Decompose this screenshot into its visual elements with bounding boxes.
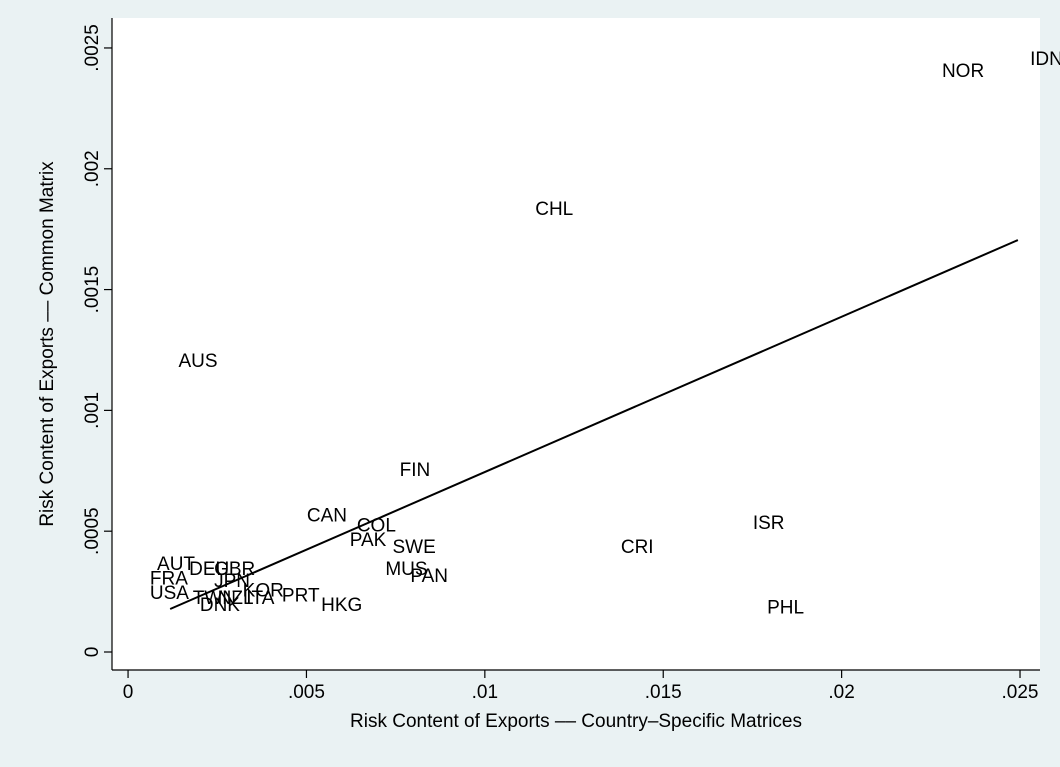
point-label: PAK [350, 530, 387, 551]
point-label: CAN [307, 506, 347, 527]
y-tick-label: .002 [82, 150, 103, 187]
x-tick-label: .015 [645, 682, 682, 703]
x-tick-label: 0 [123, 682, 134, 703]
point-label: DNK [200, 595, 240, 616]
point-label: ITA [246, 588, 274, 609]
point-label: PHL [767, 598, 804, 619]
point-label: USA [150, 583, 189, 604]
y-tick-label: .0005 [82, 507, 103, 555]
point-label: SWE [393, 537, 436, 558]
point-label: NZL [218, 588, 254, 609]
point-label: NOR [942, 61, 984, 82]
plot-region [112, 18, 1040, 670]
y-tick-label: 0 [82, 647, 103, 658]
x-tick-label: .005 [288, 682, 325, 703]
point-label: HKG [321, 595, 362, 616]
point-label: TWN [193, 588, 236, 609]
y-tick-label: .0015 [82, 266, 103, 314]
point-label: CHL [535, 199, 573, 220]
point-label: AUS [178, 351, 217, 372]
x-tick-label: .01 [472, 682, 498, 703]
point-label: CRI [621, 537, 654, 558]
point-label: ISR [753, 513, 785, 534]
x-tick-label: .02 [828, 682, 854, 703]
point-label: PRT [282, 585, 320, 606]
point-label: COL [357, 515, 396, 536]
point-label: IDN [1030, 49, 1060, 70]
point-label: GBR [214, 559, 255, 580]
y-tick-label: .001 [82, 392, 103, 429]
point-label: MUS [385, 559, 427, 580]
point-label: AUT [157, 554, 195, 575]
point-label: FIN [400, 460, 431, 481]
point-label: DEU [189, 559, 229, 580]
y-axis-title: Risk Content of Exports –– Common Matrix [37, 161, 58, 527]
fit-line [169, 239, 1019, 610]
point-label: KOR [243, 581, 284, 602]
x-axis-title: Risk Content of Exports –– Country–Speci… [350, 711, 802, 732]
point-label: FRA [150, 569, 188, 590]
y-tick-label: .0025 [82, 24, 103, 72]
x-tick-label: .025 [1002, 682, 1039, 703]
point-label: PAN [410, 566, 448, 587]
